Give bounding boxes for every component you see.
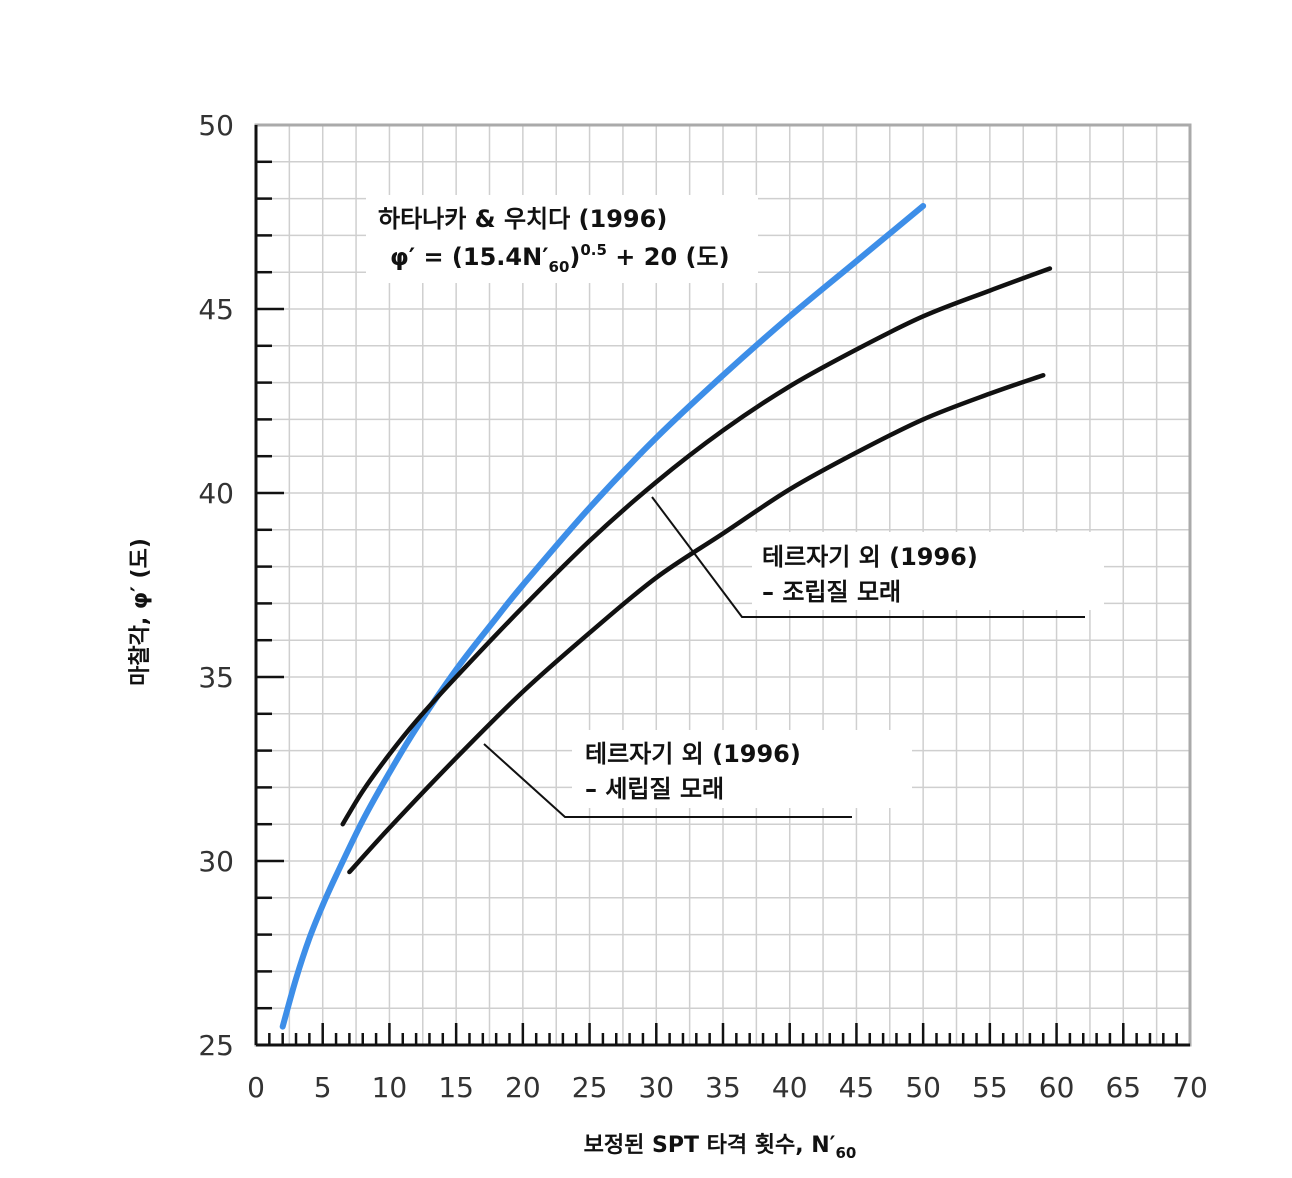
x-tick-label: 65	[1105, 1071, 1141, 1104]
coarse-label-line1: 테르자기 외 (1996)	[762, 543, 978, 571]
terzaghi-coarse-sand-curve	[340, 266, 1053, 827]
x-tick-label: 10	[372, 1071, 408, 1104]
fine-label-line1: 테르자기 외 (1996)	[585, 740, 801, 768]
y-axis-title: 마찰각, φ′ (도)	[128, 538, 153, 686]
coarse-label-box	[752, 532, 1104, 610]
x-tick-label: 20	[505, 1071, 541, 1104]
hatanaka-formula: φ′ = (15.4N′60)0.5 + 20 (도)	[390, 241, 730, 276]
axes-lines	[254, 125, 1190, 1047]
x-tick-label: 25	[572, 1071, 608, 1104]
x-tick-label: 35	[705, 1071, 741, 1104]
x-tick-label: 70	[1172, 1071, 1208, 1104]
x-axis-title-subscript: 60	[836, 1144, 857, 1162]
x-tick-label: 45	[839, 1071, 875, 1104]
series-group	[279, 202, 1053, 1030]
fine-label-line2: – 세립질 모래	[585, 775, 724, 803]
x-tick-label: 0	[247, 1071, 265, 1104]
y-tick-label: 40	[198, 477, 234, 510]
formula-subscript: 60	[549, 258, 570, 276]
y-tick-labels: 25 30 35 40 45 50	[198, 109, 234, 1062]
y-tick-label: 25	[198, 1029, 234, 1062]
y-tick-label: 45	[198, 293, 234, 326]
y-tick-label: 30	[198, 845, 234, 878]
x-axis-title-main: 보정된 SPT 타격 횟수, N′	[584, 1133, 836, 1158]
fine-leader-line	[483, 743, 852, 818]
formula-part-b: )	[569, 243, 580, 271]
x-tick-labels: 0 5 10 15 20 25 30 35 40 45 50 55 60 65 70	[247, 1071, 1208, 1104]
x-tick-label: 40	[772, 1071, 808, 1104]
y-tick-label: 50	[198, 109, 234, 142]
x-axis-title: 보정된 SPT 타격 횟수, N′60	[584, 1133, 857, 1162]
fine-label-box	[572, 730, 912, 808]
minor-ticks	[254, 123, 1192, 1047]
x-tick-label: 5	[314, 1071, 332, 1104]
formula-superscript: 0.5	[580, 241, 607, 259]
x-tick-label: 55	[972, 1071, 1008, 1104]
hatanaka-label: 하타나카 & 우치다 (1996)	[378, 205, 667, 233]
hatanaka-uchida-curve	[279, 202, 927, 1030]
terzaghi-fine-sand-curve	[347, 372, 1046, 875]
x-tick-label: 60	[1039, 1071, 1075, 1104]
x-tick-label: 50	[905, 1071, 941, 1104]
coarse-leader-line	[651, 496, 1085, 618]
hatanaka-label-box	[366, 195, 758, 283]
x-tick-label: 30	[638, 1071, 674, 1104]
formula-part-a: φ′ = (15.4N′	[390, 243, 549, 271]
formula-part-c: + 20 (도)	[607, 243, 730, 271]
x-tick-label: 15	[438, 1071, 474, 1104]
coarse-label-line2: – 조립질 모래	[762, 578, 901, 606]
y-tick-label: 35	[198, 661, 234, 694]
